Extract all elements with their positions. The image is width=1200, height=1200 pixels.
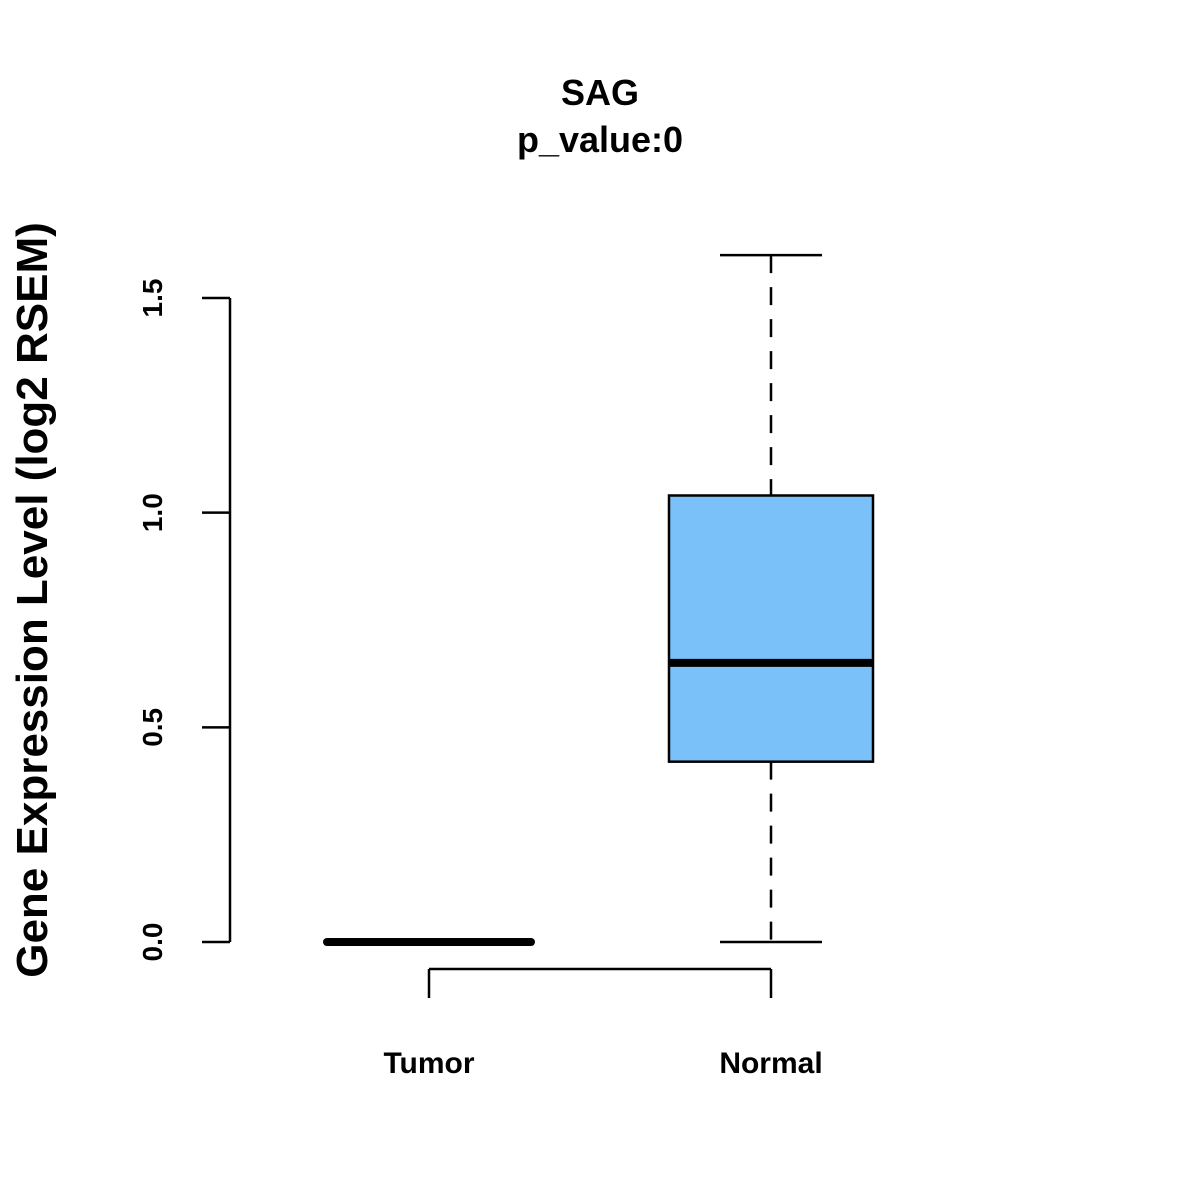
x-tick-label: Tumor	[383, 1047, 474, 1080]
y-tick-label: 1.0	[137, 493, 168, 532]
y-tick-label: 0.0	[137, 923, 168, 962]
chart-title: SAG	[561, 72, 639, 113]
iqr-box	[667, 494, 875, 763]
x-axis: Tumor Normal	[383, 967, 823, 1080]
y-tick-label: 0.5	[137, 708, 168, 747]
box-normal	[667, 253, 875, 944]
y-axis: 0.0 0.5 1.0 1.5	[137, 279, 232, 962]
x-tick-label: Normal	[719, 1047, 822, 1080]
boxes	[323, 253, 875, 946]
y-axis-label: Gene Expression Level (log2 RSEM)	[8, 222, 57, 978]
y-tick-label: 1.5	[137, 279, 168, 318]
chart-subtitle: p_value:0	[517, 119, 683, 160]
